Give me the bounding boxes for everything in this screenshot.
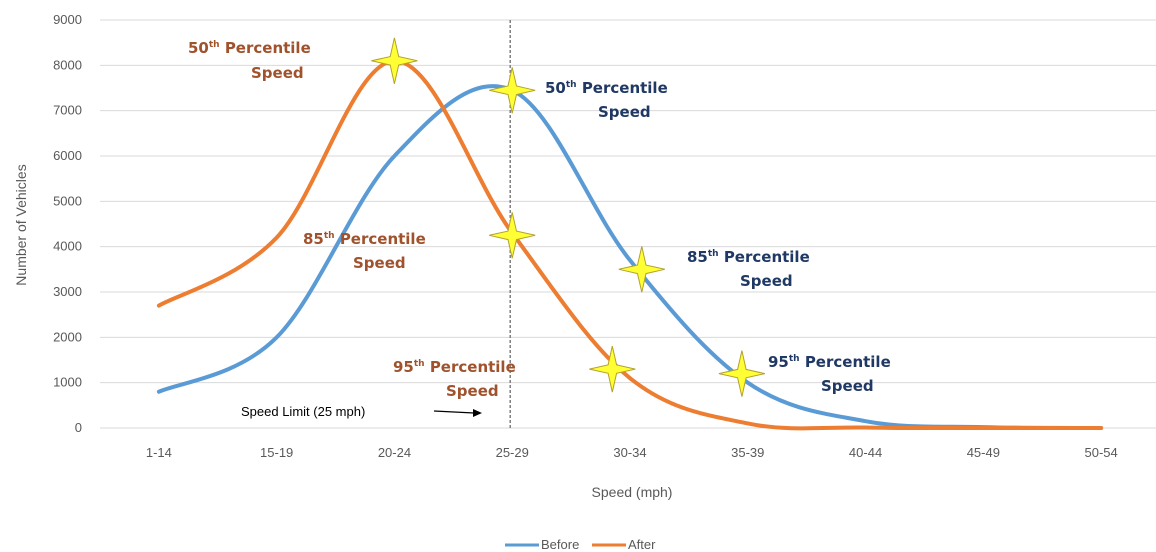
annotation-number: 50 xyxy=(188,39,209,57)
x-tick-label: 40-44 xyxy=(849,445,882,460)
annotation-word: Percentile xyxy=(577,79,668,97)
annotation-number: 50 xyxy=(545,79,566,97)
x-tick-label: 30-34 xyxy=(613,445,646,460)
y-tick-label: 9000 xyxy=(53,12,82,27)
y-tick-label: 3000 xyxy=(53,284,82,299)
annotation-word: Percentile xyxy=(719,248,810,266)
annotation-after-85-line1: 85th Percentile xyxy=(303,230,426,248)
y-tick-label: 1000 xyxy=(53,375,82,390)
percentile-star-marker xyxy=(371,37,418,84)
y-tick-label: 6000 xyxy=(53,148,82,163)
annotation-before-50-line1: 50th Percentile xyxy=(545,79,668,97)
annotation-after-50-line1: 50th Percentile xyxy=(188,39,311,57)
x-tick-label: 50-54 xyxy=(1084,445,1117,460)
annotation-before-85-line1: 85th Percentile xyxy=(687,248,810,266)
legend-label-after: After xyxy=(628,537,656,552)
annotation-ordinal-suffix: th xyxy=(708,249,719,259)
annotation-before-95-line1: 95th Percentile xyxy=(768,353,891,371)
annotation-after-95-line2: Speed xyxy=(446,382,499,400)
series-lines xyxy=(156,58,1104,431)
annotation-ordinal-suffix: th xyxy=(324,231,335,241)
speed-limit-annotation: Speed Limit (25 mph) xyxy=(241,404,482,419)
annotation-number: 95 xyxy=(768,353,789,371)
y-tick-label: 0 xyxy=(75,420,82,435)
percentile-star-marker xyxy=(718,350,766,397)
annotation-word: Percentile xyxy=(425,358,516,376)
annotation-word: Percentile xyxy=(800,353,891,371)
y-tick-label: 4000 xyxy=(53,239,82,254)
annotation-ordinal-suffix: th xyxy=(566,80,577,90)
annotation-word: Percentile xyxy=(220,39,311,57)
legend: Before After xyxy=(505,537,656,552)
percentile-markers xyxy=(371,37,766,397)
series-line-after xyxy=(156,58,1104,431)
percentile-star-marker xyxy=(618,246,665,293)
percentile-star-marker xyxy=(589,345,636,393)
percentile-star-marker xyxy=(489,212,536,259)
annotation-ordinal-suffix: th xyxy=(209,40,220,50)
speed-limit-label: Speed Limit (25 mph) xyxy=(241,404,365,419)
y-tick-label: 5000 xyxy=(53,193,82,208)
x-tick-label: 20-24 xyxy=(378,445,411,460)
y-axis-tick-labels: 0 1000 2000 3000 4000 5000 6000 7000 8000 9000 xyxy=(53,12,82,435)
percentile-star-marker xyxy=(489,67,536,114)
y-tick-label: 7000 xyxy=(53,103,82,118)
annotation-number: 95 xyxy=(393,358,414,376)
x-tick-label: 15-19 xyxy=(260,445,293,460)
x-axis-title: Speed (mph) xyxy=(592,484,673,500)
annotation-after-50-line2: Speed xyxy=(251,64,304,82)
legend-label-before: Before xyxy=(541,537,579,552)
annotation-word: Percentile xyxy=(335,230,426,248)
x-axis-tick-labels: 1-14 15-19 20-24 25-29 30-34 35-39 40-44 45-49 5… xyxy=(146,445,1118,460)
annotation-number: 85 xyxy=(303,230,324,248)
x-tick-label: 45-49 xyxy=(967,445,1000,460)
y-tick-label: 2000 xyxy=(53,329,82,344)
annotation-before-50-line2: Speed xyxy=(598,103,651,121)
x-tick-label: 1-14 xyxy=(146,445,172,460)
annotation-number: 85 xyxy=(687,248,708,266)
speed-limit-arrow xyxy=(433,410,475,414)
annotation-after-85-line2: Speed xyxy=(353,254,406,272)
annotation-before-95-line2: Speed xyxy=(821,377,874,395)
y-tick-label: 8000 xyxy=(53,57,82,72)
speed-limit-arrowhead xyxy=(473,409,482,417)
annotation-ordinal-suffix: th xyxy=(789,354,800,364)
x-tick-label: 25-29 xyxy=(496,445,529,460)
annotation-after-95-line1: 95th Percentile xyxy=(393,358,516,376)
x-tick-label: 35-39 xyxy=(731,445,764,460)
annotation-before-85-line2: Speed xyxy=(740,272,793,290)
y-axis-title: Number of Vehicles xyxy=(13,164,29,285)
annotation-ordinal-suffix: th xyxy=(414,359,425,369)
